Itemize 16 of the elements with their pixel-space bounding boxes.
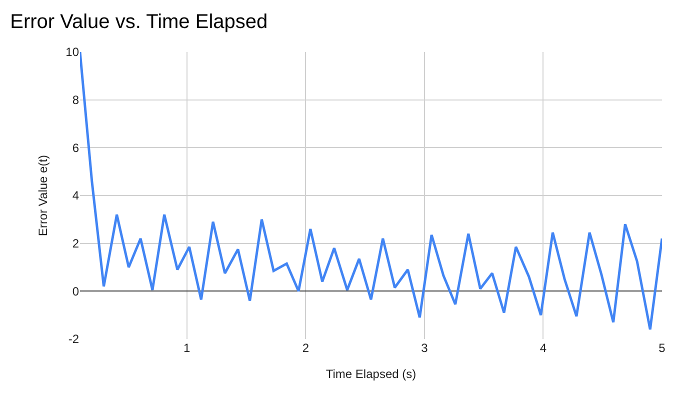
y-tick-label: 8 <box>72 93 80 108</box>
y-tick-label: -2 <box>68 332 80 346</box>
y-tick-label: 6 <box>72 140 80 155</box>
line-series <box>80 52 662 331</box>
y-tick-label: 0 <box>72 284 80 298</box>
y-axis-title: Error Value e(t) <box>36 154 50 236</box>
y-tick-label: 4 <box>72 188 80 203</box>
x-tick-label: 3 <box>421 341 428 355</box>
chart-title: Error Value vs. Time Elapsed <box>10 11 268 34</box>
x-tick-label: 4 <box>540 341 547 355</box>
x-tick-label: 2 <box>302 341 310 355</box>
x-tick-label: 1 <box>184 341 191 355</box>
y-tick-label: 10 <box>66 45 80 60</box>
x-axis-title: Time Elapsed (s) <box>326 366 416 381</box>
y-tick-label: 2 <box>72 236 80 251</box>
x-tick-label: 5 <box>658 341 666 355</box>
